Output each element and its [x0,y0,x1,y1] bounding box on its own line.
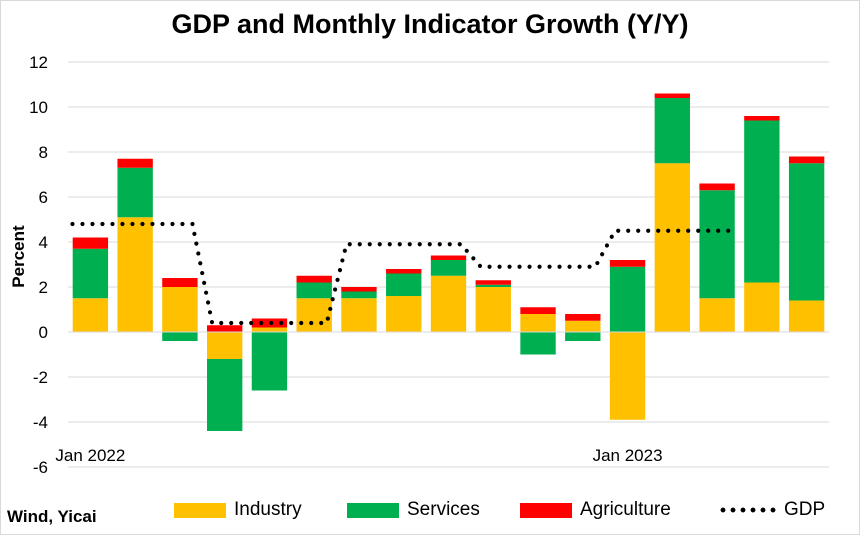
legend-label-gdp: GDP [784,499,826,520]
bar-services [72,248,109,299]
bar-services [430,260,467,276]
bar-agriculture [72,237,109,249]
bar-industry [744,282,780,332]
bar-agriculture [788,156,825,164]
bar-industry [788,300,825,332]
legend-item-gdp: GDP [718,499,825,521]
bar-industry [520,314,556,332]
y-tick-label: -6 [33,458,48,477]
legend-label-services: Services [407,499,480,520]
bar-agriculture [430,255,467,260]
bar-services [788,163,825,301]
bar-agriculture [475,280,511,285]
legend-item-industry: Industry [174,499,302,521]
chart-plot: 12 10 8 6 4 2 0 -2 -4 -6 Percent Jan 2022 Jan 2023 [9,53,829,477]
source-note: Wind, Yicai [7,507,97,526]
bar-agriculture [699,183,735,191]
bar-agriculture [520,307,556,314]
bar-agriculture [386,269,422,274]
bar-agriculture [341,287,377,292]
legend-swatch-agriculture [520,502,572,518]
bar-services [654,98,691,164]
bar-industry [386,296,422,332]
legend-item-services: Services [347,499,480,521]
y-tick-label: -4 [33,413,48,432]
x-tick-label: Jan 2022 [55,446,125,465]
bar-services [162,332,198,341]
legend-dots-gdp [718,507,776,513]
bar-industry [341,298,377,332]
bar-agriculture [609,260,646,267]
y-axis-label: Percent [9,225,28,288]
bar-industry [72,298,109,332]
bar-services [565,332,601,341]
bar-industry [251,327,288,332]
bar-services [251,332,288,391]
bar-industry [609,332,646,420]
legend-item-agriculture: Agriculture [520,499,671,521]
legend-swatch-industry [174,502,226,518]
legend-swatch-services [347,502,399,518]
bar-services [386,273,422,296]
bar-services [475,284,511,287]
y-tick-label: 2 [39,278,48,297]
x-tick-label: Jan 2023 [593,446,663,465]
y-tick-label: 8 [39,143,48,162]
gdp-line [70,221,738,326]
y-tick-label: 6 [39,188,48,207]
bar-agriculture [117,158,153,168]
bar-agriculture [565,314,601,321]
bar-services [699,190,735,299]
bar-services [296,282,332,299]
bar-services [609,266,646,332]
y-tick-label: 4 [39,233,48,252]
bar-services [206,359,243,431]
bar-industry [117,217,153,332]
bar-services [117,167,153,218]
y-tick-label: 0 [39,323,48,342]
bar-industry [654,163,691,332]
legend-label-industry: Industry [234,499,302,520]
bar-agriculture [654,93,691,98]
bar-services [744,120,780,283]
y-tick-label: 12 [29,53,48,72]
bar-industry [430,275,467,332]
bar-services [341,291,377,299]
bar-agriculture [744,116,780,121]
chart-title: GDP and Monthly Indicator Growth (Y/Y) [171,9,689,39]
bar-industry [699,298,735,332]
y-tick-label: -2 [33,368,48,387]
bar-services [520,332,556,355]
bar-industry [565,320,601,332]
legend: Industry Services Agriculture GDP [1,499,859,525]
bar-industry [296,298,332,332]
bar-agriculture [206,325,243,332]
bar-industry [162,287,198,332]
bar-industry [206,332,243,359]
legend-label-agriculture: Agriculture [580,499,671,520]
y-tick-label: 10 [29,98,48,117]
bar-industry [475,287,511,332]
bar-agriculture [296,275,332,283]
bar-agriculture [162,278,198,287]
